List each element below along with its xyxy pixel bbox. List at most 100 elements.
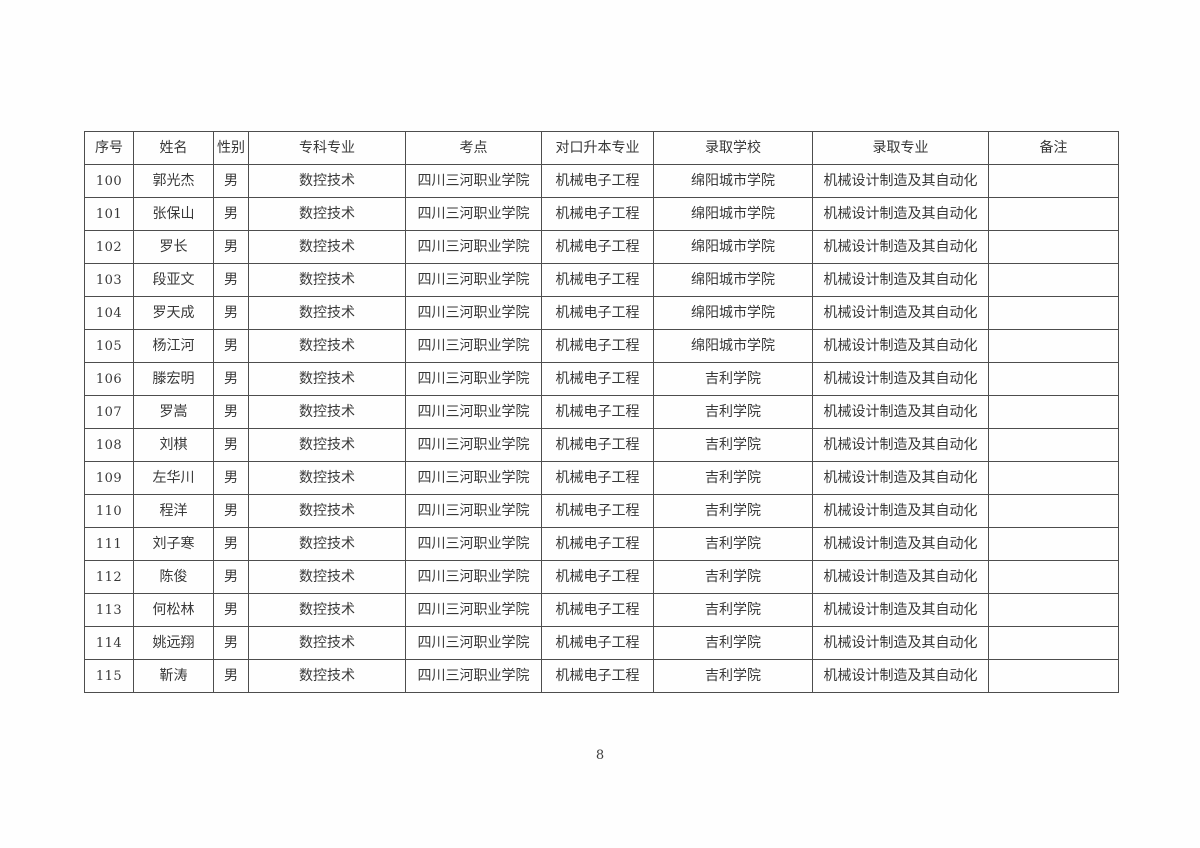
cell-name: 程洋	[133, 494, 214, 528]
cell-name: 陈俊	[133, 560, 214, 594]
table-row: 100 郭光杰男数控技术 四川三河职业学院 机械电子工程 绵阳城市学院 机械设计制造及其自…	[84, 164, 1119, 198]
cell-admit-school: 吉利学院	[653, 362, 813, 396]
cell-exam-site: 四川三河职业学院	[405, 329, 542, 363]
cell-admit-school: 绵阳城市学院	[653, 296, 813, 330]
table-row: 107 罗嵩男数控技术 四川三河职业学院 机械电子工程 吉利学院 机械设计制造及其自动化	[84, 395, 1119, 429]
cell-admit-school: 绵阳城市学院	[653, 230, 813, 264]
cell-remarks	[988, 296, 1119, 330]
cell-college-major: 数控技术	[248, 428, 406, 462]
cell-admit-school: 吉利学院	[653, 593, 813, 627]
cell-name: 滕宏明	[133, 362, 214, 396]
cell-gender: 男	[213, 329, 249, 363]
table-row: 104 罗天成男数控技术 四川三河职业学院 机械电子工程 绵阳城市学院 机械设计制造及其自…	[84, 296, 1119, 330]
cell-exam-site: 四川三河职业学院	[405, 230, 542, 264]
cell-gender: 男	[213, 461, 249, 495]
cell-exam-site: 四川三河职业学院	[405, 659, 542, 693]
cell-remarks	[988, 329, 1119, 363]
table-row: 110 程洋男数控技术 四川三河职业学院 机械电子工程 吉利学院 机械设计制造及其自动化	[84, 494, 1119, 528]
cell-college-major: 数控技术	[248, 362, 406, 396]
cell-college-major: 数控技术	[248, 329, 406, 363]
cell-admit-school: 吉利学院	[653, 494, 813, 528]
cell-name: 罗天成	[133, 296, 214, 330]
cell-admit-school: 吉利学院	[653, 626, 813, 660]
cell-index: 107	[84, 395, 134, 429]
cell-gender: 男	[213, 197, 249, 231]
cell-admit-major: 机械设计制造及其自动化	[812, 164, 989, 198]
cell-admit-major: 机械设计制造及其自动化	[812, 626, 989, 660]
cell-admit-major: 机械设计制造及其自动化	[812, 593, 989, 627]
cell-admit-school: 吉利学院	[653, 395, 813, 429]
cell-target-major: 机械电子工程	[541, 560, 654, 594]
cell-name: 姚远翔	[133, 626, 214, 660]
cell-exam-site: 四川三河职业学院	[405, 626, 542, 660]
cell-gender: 男	[213, 164, 249, 198]
table-row: 111 刘子寒男数控技术 四川三河职业学院 机械电子工程 吉利学院 机械设计制造及其自动化	[84, 527, 1119, 561]
cell-admit-school: 吉利学院	[653, 461, 813, 495]
cell-target-major: 机械电子工程	[541, 494, 654, 528]
cell-remarks	[988, 362, 1119, 396]
cell-index: 105	[84, 329, 134, 363]
cell-gender: 男	[213, 494, 249, 528]
cell-index: 103	[84, 263, 134, 297]
column-header-college-major: 专科专业	[248, 131, 406, 165]
cell-college-major: 数控技术	[248, 593, 406, 627]
cell-name: 罗嵩	[133, 395, 214, 429]
cell-gender: 男	[213, 263, 249, 297]
cell-exam-site: 四川三河职业学院	[405, 362, 542, 396]
cell-admit-school: 吉利学院	[653, 560, 813, 594]
cell-target-major: 机械电子工程	[541, 230, 654, 264]
cell-college-major: 数控技术	[248, 659, 406, 693]
cell-admit-school: 绵阳城市学院	[653, 329, 813, 363]
cell-admit-school: 吉利学院	[653, 659, 813, 693]
cell-name: 张保山	[133, 197, 214, 231]
cell-index: 100	[84, 164, 134, 198]
cell-index: 114	[84, 626, 134, 660]
cell-exam-site: 四川三河职业学院	[405, 428, 542, 462]
cell-remarks	[988, 164, 1119, 198]
cell-target-major: 机械电子工程	[541, 461, 654, 495]
cell-gender: 男	[213, 560, 249, 594]
column-header-admit-major: 录取专业	[812, 131, 989, 165]
cell-index: 110	[84, 494, 134, 528]
cell-remarks	[988, 494, 1119, 528]
cell-gender: 男	[213, 659, 249, 693]
cell-admit-major: 机械设计制造及其自动化	[812, 263, 989, 297]
cell-admit-major: 机械设计制造及其自动化	[812, 362, 989, 396]
cell-exam-site: 四川三河职业学院	[405, 560, 542, 594]
cell-name: 罗长	[133, 230, 214, 264]
column-header-gender: 性别	[213, 131, 249, 165]
cell-index: 106	[84, 362, 134, 396]
cell-remarks	[988, 461, 1119, 495]
cell-exam-site: 四川三河职业学院	[405, 527, 542, 561]
cell-admit-school: 吉利学院	[653, 428, 813, 462]
cell-admit-major: 机械设计制造及其自动化	[812, 527, 989, 561]
cell-college-major: 数控技术	[248, 230, 406, 264]
column-header-remarks: 备注	[988, 131, 1119, 165]
cell-exam-site: 四川三河职业学院	[405, 395, 542, 429]
cell-index: 104	[84, 296, 134, 330]
cell-exam-site: 四川三河职业学院	[405, 593, 542, 627]
cell-target-major: 机械电子工程	[541, 329, 654, 363]
cell-admit-major: 机械设计制造及其自动化	[812, 197, 989, 231]
cell-college-major: 数控技术	[248, 560, 406, 594]
cell-admit-major: 机械设计制造及其自动化	[812, 494, 989, 528]
cell-remarks	[988, 395, 1119, 429]
table-row: 113 何松林男数控技术 四川三河职业学院 机械电子工程 吉利学院 机械设计制造及其自动化	[84, 593, 1119, 627]
cell-admit-major: 机械设计制造及其自动化	[812, 428, 989, 462]
cell-college-major: 数控技术	[248, 626, 406, 660]
cell-admit-major: 机械设计制造及其自动化	[812, 329, 989, 363]
cell-remarks	[988, 527, 1119, 561]
cell-index: 111	[84, 527, 134, 561]
page-number: 8	[595, 748, 605, 763]
cell-college-major: 数控技术	[248, 461, 406, 495]
cell-college-major: 数控技术	[248, 164, 406, 198]
table-row: 114 姚远翔男数控技术 四川三河职业学院 机械电子工程 吉利学院 机械设计制造及其自动化	[84, 626, 1119, 660]
table-row: 103 段亚文男数控技术 四川三河职业学院 机械电子工程 绵阳城市学院 机械设计制造及其自…	[84, 263, 1119, 297]
column-header-exam-site: 考点	[405, 131, 542, 165]
cell-remarks	[988, 263, 1119, 297]
cell-gender: 男	[213, 395, 249, 429]
table-row: 112 陈俊男数控技术 四川三河职业学院 机械电子工程 吉利学院 机械设计制造及其自动化	[84, 560, 1119, 594]
cell-index: 109	[84, 461, 134, 495]
cell-gender: 男	[213, 593, 249, 627]
cell-name: 杨江河	[133, 329, 214, 363]
